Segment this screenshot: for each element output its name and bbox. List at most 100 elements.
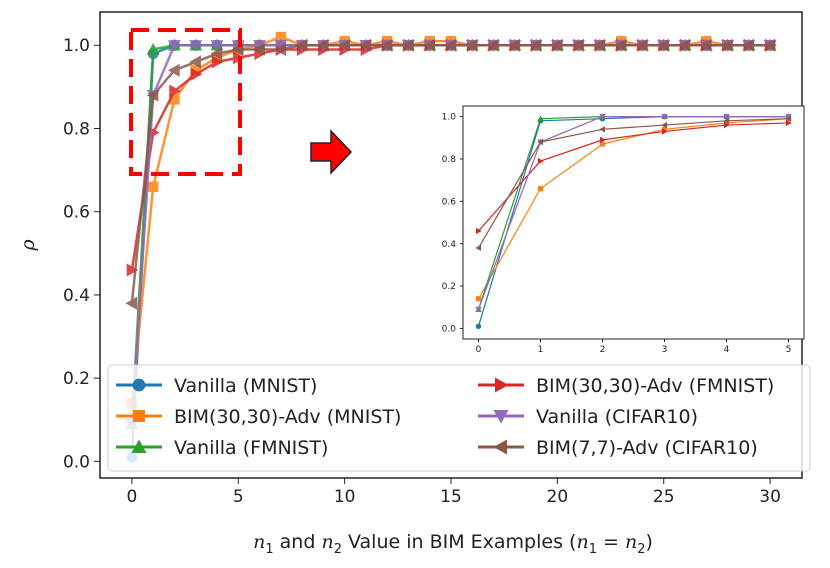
main-data-point bbox=[295, 38, 308, 52]
legend-marker bbox=[132, 378, 146, 392]
main-data-point bbox=[146, 42, 160, 55]
main-y-tick-label: 0.4 bbox=[63, 286, 90, 306]
main-data-point bbox=[614, 38, 627, 52]
main-data-point bbox=[147, 181, 159, 192]
main-data-point bbox=[190, 67, 203, 81]
main-data-point bbox=[487, 38, 499, 52]
inset-series-line bbox=[477, 118, 789, 249]
legend: Vanilla (MNIST) BIM(30,30)-Adv (MNIST) Van… bbox=[107, 364, 811, 472]
x-axis-label: n1 and n2 Value in BIM Examples (n1 = n2… bbox=[253, 531, 653, 557]
main-data-point bbox=[763, 38, 776, 52]
legend-marker bbox=[495, 377, 509, 393]
legend-marker bbox=[131, 439, 147, 453]
main-data-point bbox=[380, 38, 393, 52]
main-data-point bbox=[210, 40, 224, 52]
x-axis-label-part: n bbox=[321, 531, 333, 553]
main-data-point bbox=[125, 296, 138, 310]
inset-x-tick-label: 4 bbox=[724, 345, 730, 355]
inset-x-tick-label: 1 bbox=[538, 345, 544, 355]
main-data-point bbox=[657, 38, 669, 52]
legend-marker bbox=[493, 439, 507, 455]
inset-data-point bbox=[475, 244, 482, 252]
main-data-point bbox=[401, 38, 414, 52]
main-data-point bbox=[211, 55, 224, 69]
inset-data-point bbox=[475, 227, 482, 235]
legend-entry: BIM(7,7)-Adv (CIFAR10) bbox=[478, 437, 758, 459]
inset-data-point bbox=[785, 119, 792, 127]
inset-series-5 bbox=[475, 115, 792, 252]
main-data-point bbox=[167, 40, 181, 52]
inset-series-3 bbox=[475, 119, 792, 235]
inset-frame bbox=[462, 105, 805, 340]
x-axis-label-part: n bbox=[253, 531, 265, 553]
inset-y-tick-label: 0.2 bbox=[442, 282, 456, 292]
main-data-point bbox=[189, 40, 203, 52]
inset-data-point bbox=[661, 128, 668, 135]
main-data-point bbox=[678, 38, 691, 52]
main-y-tick-label: 0.6 bbox=[63, 203, 90, 223]
x-axis-label-part: ) bbox=[646, 531, 653, 553]
main-data-point bbox=[316, 38, 329, 52]
main-data-point bbox=[529, 38, 542, 52]
inset-x-tick-label: 0 bbox=[476, 345, 482, 355]
main-data-point bbox=[593, 38, 606, 52]
main-y-tick-label: 0.0 bbox=[63, 452, 90, 472]
inset-plot: 0 1 2 3 4 5 0.0 0.2 0.4 0.6 0.8 1.0 bbox=[442, 105, 805, 355]
right-arrow-icon bbox=[310, 129, 353, 175]
inset-y-tick-label: 1.0 bbox=[442, 113, 457, 123]
x-axis-label-part: and bbox=[274, 531, 322, 553]
x-axis-label-part: = bbox=[597, 531, 625, 553]
inset-data-point bbox=[661, 114, 668, 120]
inset-data-point bbox=[537, 157, 544, 165]
legend-entry: Vanilla (FMNIST) bbox=[116, 437, 328, 459]
legend-label: Vanilla (CIFAR10) bbox=[536, 406, 698, 428]
legend-entry: Vanilla (CIFAR10) bbox=[478, 406, 698, 428]
main-data-point bbox=[721, 38, 733, 52]
main-x-tick-label: 15 bbox=[440, 487, 462, 507]
main-data-point bbox=[169, 84, 181, 98]
legend-label: BIM(30,30)-Adv (FMNIST) bbox=[536, 375, 774, 397]
zoom-box-rect bbox=[129, 28, 242, 176]
main-data-point bbox=[572, 38, 584, 52]
main-data-point bbox=[210, 47, 223, 61]
main-data-point bbox=[550, 38, 563, 52]
main-data-point bbox=[465, 38, 478, 52]
inset-data-point bbox=[537, 115, 544, 122]
inset-series-line bbox=[477, 118, 789, 300]
x-axis-label-part: 2 bbox=[637, 542, 645, 557]
x-axis-label-part: n bbox=[576, 531, 588, 553]
x-axis-label-part: Value in BIM Examples ( bbox=[342, 531, 576, 553]
inset-x-tick-label: 2 bbox=[600, 345, 606, 355]
inset-data-point bbox=[475, 323, 482, 330]
main-y-tick-label: 0.8 bbox=[63, 119, 90, 139]
main-data-point bbox=[742, 38, 755, 52]
legend-box bbox=[107, 364, 811, 472]
y-axis-label: ρ bbox=[17, 239, 39, 252]
x-axis-label-part: n bbox=[625, 531, 637, 553]
inset-series-line bbox=[477, 115, 789, 310]
legend-entry: BIM(30,30)-Adv (MNIST) bbox=[116, 406, 401, 428]
main-data-point bbox=[699, 38, 712, 52]
legend-label: Vanilla (FMNIST) bbox=[174, 437, 328, 459]
x-axis-label-part: 1 bbox=[589, 542, 597, 557]
main-data-point bbox=[275, 31, 287, 43]
main-data-point bbox=[190, 65, 201, 76]
main-data-point bbox=[423, 38, 435, 52]
inset-data-point bbox=[723, 114, 730, 120]
inset-series-line bbox=[478, 122, 789, 232]
legend-label: BIM(30,30)-Adv (MNIST) bbox=[174, 406, 401, 428]
main-data-point bbox=[508, 38, 521, 52]
main-data-point bbox=[211, 52, 223, 63]
main-y-tick-label: 0.2 bbox=[63, 369, 90, 389]
inset-data-point bbox=[785, 114, 792, 120]
inset-data-point bbox=[723, 120, 730, 126]
inset-data-point bbox=[475, 296, 482, 302]
inset-y-tick-label: 0.8 bbox=[442, 155, 457, 165]
inset-x-tick-label: 3 bbox=[662, 345, 668, 355]
inset-data-point bbox=[661, 126, 668, 132]
legend-marker bbox=[493, 410, 509, 424]
inset-data-point bbox=[723, 121, 730, 129]
inset-data-point bbox=[599, 126, 606, 133]
main-data-point bbox=[167, 63, 180, 77]
